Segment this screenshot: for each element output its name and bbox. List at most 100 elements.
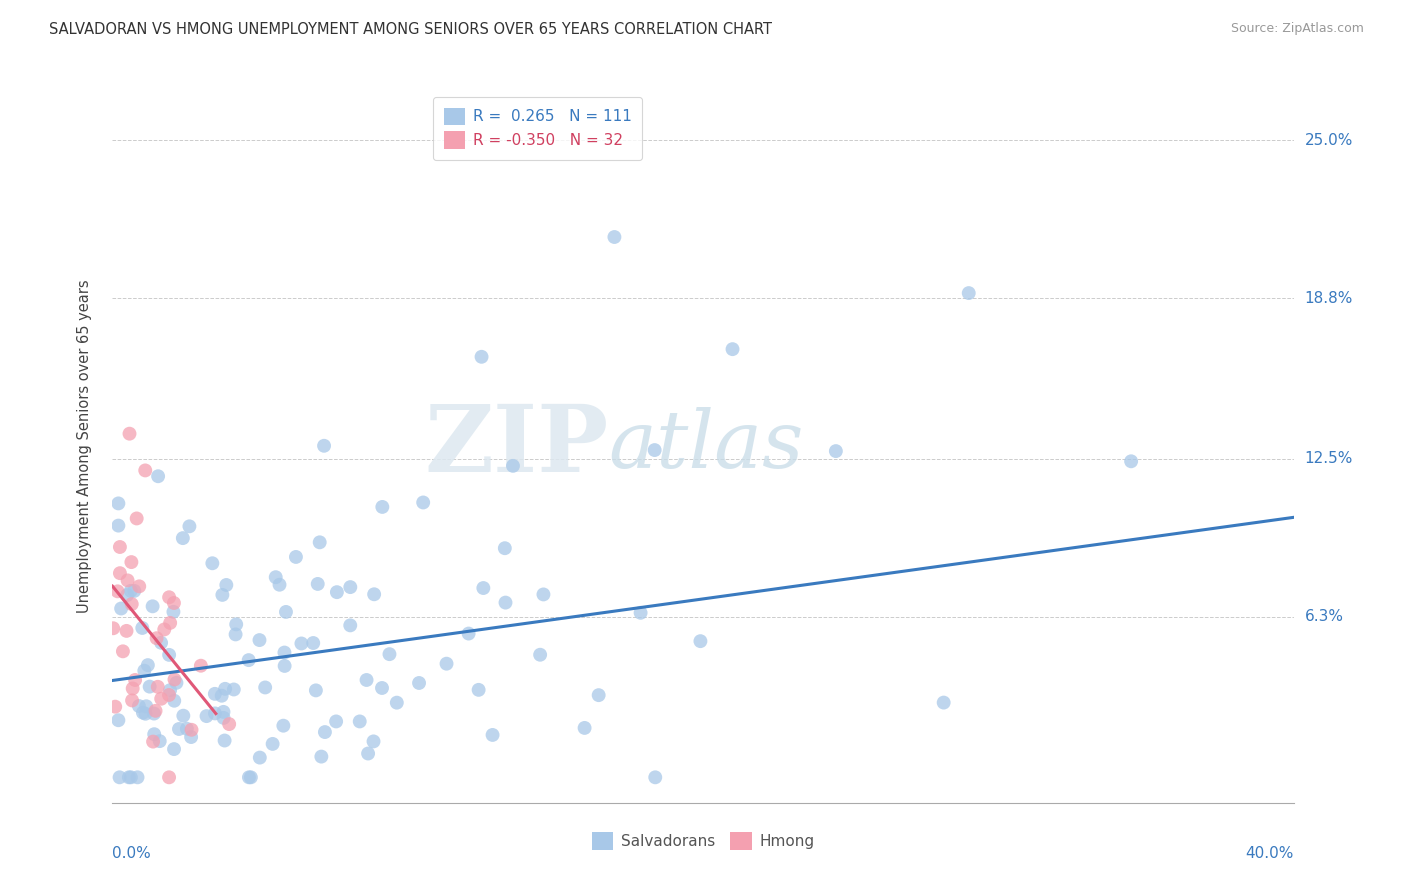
Point — [457, 626, 479, 640]
Point — [470, 350, 494, 364]
Point — [111, 644, 134, 658]
Point — [132, 706, 155, 720]
Point — [143, 706, 166, 721]
Point — [107, 496, 129, 510]
Point — [339, 580, 361, 594]
Point — [238, 770, 260, 784]
Point — [314, 725, 336, 739]
Point — [371, 500, 394, 514]
Text: 12.5%: 12.5% — [1305, 451, 1353, 467]
Point — [134, 463, 156, 477]
Point — [326, 585, 349, 599]
Point — [214, 733, 236, 747]
Point — [957, 286, 980, 301]
Point — [195, 709, 218, 723]
Point — [163, 742, 186, 756]
Point — [211, 588, 233, 602]
Point — [108, 540, 131, 554]
Point — [150, 636, 173, 650]
Text: 6.3%: 6.3% — [1305, 609, 1344, 624]
Point — [146, 469, 169, 483]
Point — [127, 770, 149, 784]
Point — [588, 688, 610, 702]
Point — [121, 597, 143, 611]
Point — [472, 581, 495, 595]
Point — [118, 426, 141, 441]
Text: 18.8%: 18.8% — [1305, 291, 1353, 306]
Point — [494, 541, 516, 556]
Point — [357, 747, 380, 761]
Point — [120, 583, 142, 598]
Point — [176, 722, 198, 736]
Point — [107, 518, 129, 533]
Point — [408, 676, 430, 690]
Point — [325, 714, 347, 729]
Point — [215, 578, 238, 592]
Point — [238, 653, 260, 667]
Point — [644, 770, 666, 784]
Point — [201, 556, 224, 570]
Point — [273, 719, 295, 733]
Point — [150, 691, 173, 706]
Point — [349, 714, 371, 729]
Point — [110, 601, 132, 615]
Point — [533, 587, 555, 601]
Point — [167, 722, 190, 736]
Point — [574, 721, 596, 735]
Point — [339, 618, 361, 632]
Point — [312, 439, 335, 453]
Point — [172, 531, 194, 545]
Point — [689, 634, 711, 648]
Point — [214, 681, 236, 696]
Point — [149, 734, 172, 748]
Point — [204, 687, 226, 701]
Point — [190, 658, 212, 673]
Point — [212, 711, 235, 725]
Point — [143, 727, 166, 741]
Point — [121, 681, 143, 696]
Point — [308, 535, 330, 549]
Point — [135, 699, 157, 714]
Point — [118, 770, 141, 784]
Text: 40.0%: 40.0% — [1246, 846, 1294, 861]
Point — [305, 683, 328, 698]
Point — [932, 696, 955, 710]
Point — [721, 342, 744, 356]
Point — [356, 673, 378, 687]
Point — [239, 770, 262, 784]
Text: 0.0%: 0.0% — [112, 846, 152, 861]
Point — [134, 664, 156, 678]
Point — [115, 624, 138, 638]
Point — [128, 699, 150, 714]
Point — [378, 647, 401, 661]
Point — [311, 749, 333, 764]
Point — [225, 617, 247, 632]
Point — [204, 706, 226, 721]
Point — [412, 495, 434, 509]
Point — [136, 658, 159, 673]
Point — [180, 723, 202, 737]
Point — [179, 519, 201, 533]
Point — [142, 599, 165, 614]
Point — [363, 587, 385, 601]
Point — [120, 555, 142, 569]
Point — [121, 693, 143, 707]
Point — [302, 636, 325, 650]
Point — [157, 591, 180, 605]
Point — [157, 688, 180, 702]
Point — [222, 682, 245, 697]
Point — [264, 570, 287, 584]
Point — [1119, 454, 1142, 468]
Point — [115, 588, 138, 602]
Point — [128, 579, 150, 593]
Point — [108, 770, 131, 784]
Point — [603, 230, 626, 244]
Point — [502, 458, 524, 473]
Point — [120, 770, 142, 784]
Point — [103, 621, 125, 635]
Point — [117, 574, 139, 588]
Point — [249, 633, 271, 648]
Point — [131, 621, 153, 635]
Point — [157, 648, 180, 662]
Point — [254, 681, 277, 695]
